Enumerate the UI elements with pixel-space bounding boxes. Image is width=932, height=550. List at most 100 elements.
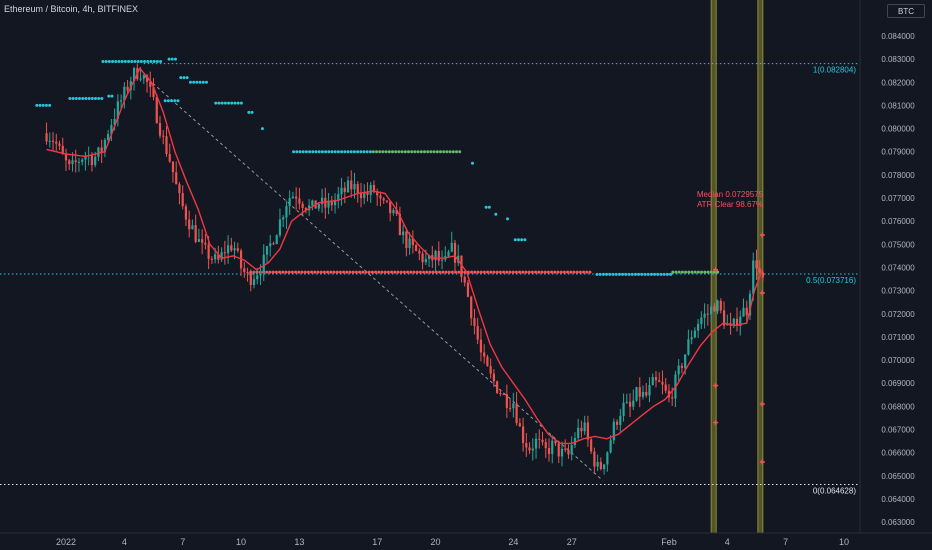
- candle-body: [411, 238, 414, 246]
- level-dot: [297, 270, 301, 274]
- candle-body: [184, 206, 188, 220]
- candle-body: [100, 147, 103, 153]
- candle-body: [586, 422, 590, 440]
- median-annotation: Median 0.0729575: [697, 190, 764, 199]
- candle-body: [593, 451, 596, 467]
- candle-body: [538, 438, 541, 440]
- level-dot: [170, 57, 174, 61]
- level-dot: [487, 205, 491, 209]
- level-dot: [428, 270, 432, 274]
- level-dot: [611, 272, 615, 276]
- time-axis[interactable]: 2022 4 7 10 13 17 20 24 27 Feb 4 7 10: [56, 537, 849, 547]
- candle-body: [259, 273, 262, 276]
- level-dot: [416, 150, 420, 154]
- level-dot: [71, 96, 75, 100]
- candle-body: [447, 251, 450, 257]
- candle-body: [570, 445, 573, 455]
- candle-body: [645, 391, 648, 396]
- level-dot: [223, 101, 227, 105]
- candle-body: [343, 187, 346, 193]
- level-dot: [192, 80, 196, 84]
- level-dot: [300, 270, 304, 274]
- level-dot: [394, 150, 398, 154]
- level-dot: [441, 270, 445, 274]
- level-dot: [149, 59, 153, 63]
- candle-body: [97, 147, 100, 157]
- level-dot: [426, 150, 430, 154]
- candle-body: [716, 300, 719, 312]
- candle-body: [658, 380, 661, 382]
- level-dot: [352, 150, 356, 154]
- level-dot: [97, 96, 101, 100]
- signal-markers: [713, 232, 765, 465]
- candle-body: [541, 439, 544, 443]
- level-dot: [671, 270, 675, 274]
- level-dot: [455, 150, 459, 154]
- candle-body: [282, 217, 285, 220]
- price-tick-label: 0.065000: [881, 472, 915, 481]
- level-dot: [127, 59, 131, 63]
- level-dot: [93, 96, 97, 100]
- candle-body: [398, 213, 401, 236]
- price-tick-label: 0.067000: [881, 426, 915, 435]
- level-dot: [265, 270, 269, 274]
- time-tick-label: 7: [783, 537, 788, 547]
- trend-line: [143, 74, 604, 481]
- candle-body: [479, 339, 483, 353]
- level-dot: [278, 270, 282, 274]
- level-dot: [292, 150, 296, 154]
- level-dot: [514, 270, 518, 274]
- time-tick-label: 2022: [56, 537, 76, 547]
- candle-body: [619, 415, 622, 425]
- level-dot: [367, 270, 371, 274]
- level-dot: [220, 101, 224, 105]
- candle-body: [615, 421, 619, 425]
- candle-body: [713, 306, 716, 312]
- level-dot: [403, 150, 407, 154]
- candle-body: [171, 161, 175, 173]
- candle-body: [547, 448, 551, 455]
- candle-body: [152, 86, 155, 98]
- time-tick-label: 10: [839, 537, 849, 547]
- level-dot: [578, 270, 582, 274]
- level-dot: [159, 59, 163, 63]
- candle-body: [577, 427, 580, 438]
- level-dot: [247, 110, 251, 114]
- level-dots: [35, 57, 720, 276]
- candle-body: [424, 259, 427, 263]
- price-tick-label: 0.069000: [881, 379, 915, 388]
- level-dot: [284, 270, 288, 274]
- candle-body: [596, 462, 599, 467]
- vertical-band-0: [711, 0, 717, 533]
- candle-body: [421, 253, 424, 263]
- level-dot: [182, 76, 186, 80]
- candle-body: [123, 86, 126, 101]
- candle-body: [275, 235, 278, 245]
- level-dot: [399, 270, 403, 274]
- level-dot: [562, 270, 566, 274]
- currency-button[interactable]: BTC: [887, 4, 925, 18]
- level-dot: [624, 272, 628, 276]
- candle-body: [489, 365, 492, 374]
- candle-body: [709, 306, 713, 315]
- level-dot: [569, 270, 573, 274]
- level-dot: [643, 272, 647, 276]
- candle-body: [210, 258, 213, 260]
- candle-body: [132, 68, 136, 82]
- level-dot: [696, 270, 700, 274]
- candle-body: [45, 133, 48, 142]
- level-dot: [656, 272, 660, 276]
- candle-body: [437, 250, 440, 261]
- candle-body: [745, 307, 748, 316]
- candles: [45, 63, 765, 475]
- candle-body: [376, 191, 379, 196]
- price-tick-label: 0.073000: [881, 287, 915, 296]
- price-axis[interactable]: 0.063000 0.064000 0.065000 0.066000 0.067000…: [881, 32, 915, 527]
- level-dot: [362, 150, 366, 154]
- candle-body: [509, 407, 512, 409]
- level-dot: [665, 272, 669, 276]
- level-dot: [146, 59, 150, 63]
- level-dot: [136, 59, 140, 63]
- candle-body: [230, 245, 233, 251]
